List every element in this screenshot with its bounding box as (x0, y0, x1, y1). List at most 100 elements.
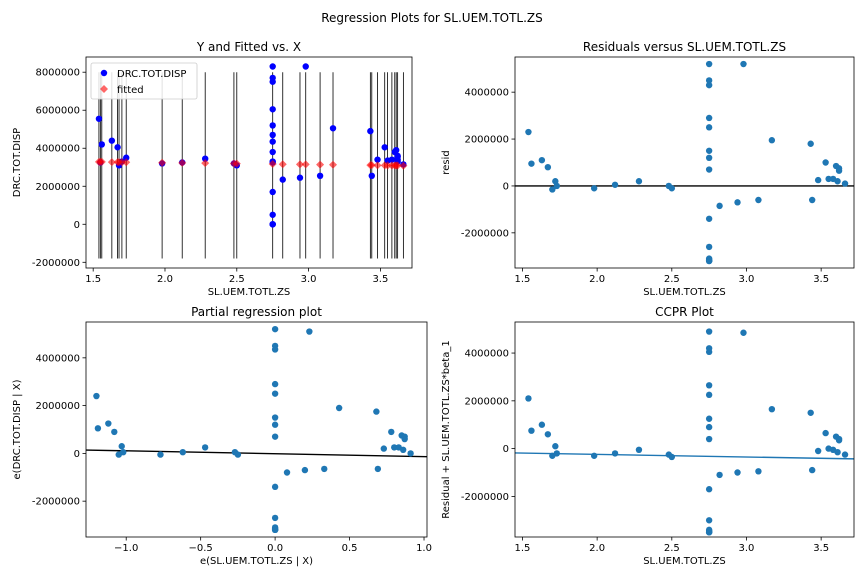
data-point (271, 390, 279, 397)
data-point (118, 443, 125, 450)
data-point (528, 427, 535, 434)
x-tick-label: 2.5 (664, 274, 680, 285)
y-tick-label: -2000000 (32, 497, 80, 508)
observed-point (269, 122, 276, 129)
y-axis-label: DRC.TOT.DISP (12, 128, 23, 197)
observed-point (269, 78, 276, 85)
x-axis-label: SL.UEM.TOTL.ZS (208, 287, 291, 298)
data-point (835, 437, 843, 444)
data-point (590, 452, 598, 459)
fitted-point (295, 160, 304, 169)
data-point (716, 202, 723, 210)
subplot-title: CCPR Plot (655, 305, 714, 319)
subplot-title: Partial regression plot (191, 305, 322, 319)
x-tick-label: 2.5 (229, 274, 245, 285)
data-point (814, 176, 822, 184)
x-tick-label: 3.0 (739, 543, 755, 554)
data-point (391, 444, 398, 451)
observed-point (201, 155, 209, 162)
y-axis-label: Residual + SL.UEM.TOTL.ZS*beta_1 (441, 340, 452, 518)
x-tick-label: 1.5 (515, 543, 531, 554)
observed-point (95, 115, 103, 122)
x-tick-label: 3.0 (301, 274, 317, 285)
x-tick-label: 2.0 (589, 543, 605, 554)
data-point (407, 450, 414, 457)
subplot-title: Residuals versus SL.UEM.TOTL.ZS (583, 40, 786, 54)
data-point (835, 167, 843, 174)
fitted-point (232, 159, 241, 168)
data-point (734, 199, 741, 206)
y-tick-label: 0 (503, 444, 509, 455)
x-axis-label: SL.UEM.TOTL.ZS (643, 287, 726, 298)
data-point (549, 186, 556, 193)
x-tick-label: 2.0 (589, 274, 605, 285)
observed-point (123, 154, 130, 161)
subplot-title: Y and Fitted vs. X (196, 40, 301, 54)
data-point (808, 466, 816, 474)
y-tick-label: 8000000 (35, 68, 80, 79)
y-tick-label: 0 (503, 181, 509, 192)
fitted-point (158, 158, 167, 167)
y-tick-label: 4000000 (464, 88, 509, 99)
legend: DRC.TOT.DISP fitted (90, 62, 198, 100)
x-tick-label: −1.0 (114, 543, 138, 554)
data-point (525, 395, 532, 402)
data-point (768, 405, 776, 413)
data-point (841, 180, 849, 187)
observed-point (269, 63, 276, 70)
data-point (705, 382, 713, 389)
data-point (635, 446, 643, 454)
fit-line (515, 452, 854, 460)
observed-point (381, 144, 388, 151)
y-tick-label: 0 (74, 220, 80, 231)
data-point (94, 425, 102, 432)
subplot-p3: −1.0 −0.5 0.0 0.5 1.0 -2000000 0 2000000 4000000… (12, 305, 432, 567)
fitted-point (278, 160, 287, 169)
y-tick-label: 0 (74, 449, 80, 460)
data-point (553, 182, 561, 190)
observed-point (269, 211, 276, 218)
plot-area-p1 (94, 63, 408, 259)
axes-frame (85, 321, 428, 538)
legend-label-observed: DRC.TOT.DISP (117, 69, 186, 80)
legend-label-fitted: fitted (117, 85, 144, 96)
x-tick-label: 3.0 (739, 274, 755, 285)
data-point (740, 329, 747, 336)
data-point (544, 163, 552, 171)
x-tick-label: 3.5 (372, 274, 388, 285)
fitted-point (316, 160, 325, 169)
data-point (814, 447, 822, 455)
data-point (401, 435, 408, 443)
data-point (552, 443, 559, 450)
observed-point (388, 156, 396, 163)
observed-point (269, 188, 276, 196)
data-point (399, 446, 407, 454)
data-point (705, 114, 713, 122)
data-point (179, 448, 186, 456)
data-point (807, 409, 814, 416)
subplots-container: 1.5 2.0 2.5 3.0 3.5 -2000000 0 2000000 4000000 60… (12, 40, 855, 567)
subplot-p2: 1.5 2.0 2.5 3.0 3.5 -2000000 0 2000000 4000000 Re… (441, 40, 855, 298)
data-point (755, 196, 762, 204)
axes-frame (85, 56, 413, 269)
plot-area-p4 (515, 328, 854, 536)
data-point (271, 483, 279, 491)
data-point (157, 451, 164, 458)
data-point (834, 178, 841, 185)
y-tick-label: 2000000 (35, 182, 80, 193)
observed-point (269, 221, 276, 228)
y-axis-label: resid (441, 150, 452, 174)
data-point (705, 486, 713, 493)
data-point (388, 428, 395, 436)
x-tick-label: 0.0 (267, 543, 283, 554)
data-point (380, 445, 388, 452)
x-axis-label: SL.UEM.TOTL.ZS (643, 556, 726, 567)
y-tick-label: 6000000 (35, 106, 80, 117)
y-tick-label: 2000000 (464, 396, 509, 407)
data-point (705, 77, 713, 84)
data-point (808, 196, 816, 204)
subplot-p4: 1.5 2.0 2.5 3.0 3.5 -2000000 0 2000000 4000000 CC… (441, 305, 855, 567)
data-point (705, 257, 713, 265)
data-point (834, 448, 841, 456)
data-point (705, 243, 713, 251)
